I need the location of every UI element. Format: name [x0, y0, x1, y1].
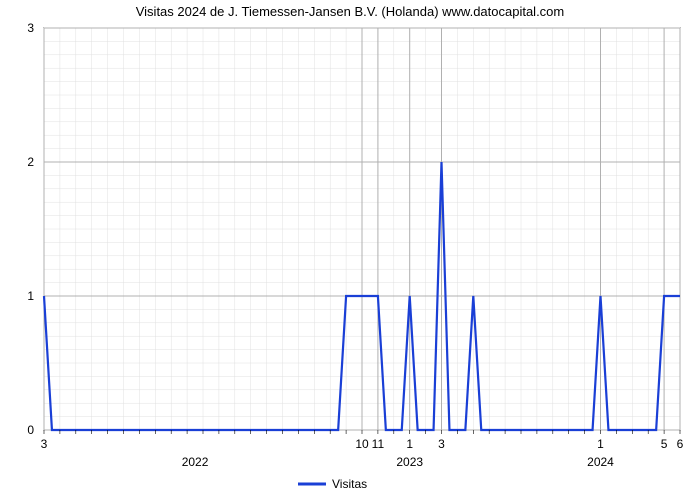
plot-area	[44, 28, 680, 430]
x-year-label: 2023	[396, 455, 423, 469]
chart-container: Visitas 2024 de J. Tiemessen-Jansen B.V.…	[0, 0, 700, 500]
x-month-label: 11	[372, 437, 385, 451]
y-tick-label: 1	[27, 289, 34, 303]
x-month-label: 6	[677, 437, 684, 451]
x-month-label: 3	[438, 437, 445, 451]
y-tick-label: 2	[27, 155, 34, 169]
chart-title: Visitas 2024 de J. Tiemessen-Jansen B.V.…	[136, 4, 565, 19]
legend: Visitas	[298, 477, 367, 491]
x-axis-tick-marks	[44, 430, 680, 434]
x-month-label: 10	[355, 437, 369, 451]
line-chart: Visitas 2024 de J. Tiemessen-Jansen B.V.…	[0, 0, 700, 500]
y-tick-label: 0	[27, 423, 34, 437]
x-month-label: 1	[406, 437, 413, 451]
x-axis-year-labels: 2022 2023 2024	[182, 455, 614, 469]
x-year-label: 2024	[587, 455, 614, 469]
x-month-label: 1	[597, 437, 604, 451]
y-tick-label: 3	[27, 21, 34, 35]
legend-label: Visitas	[332, 477, 367, 491]
y-axis-labels: 0 1 2 3	[27, 21, 34, 437]
x-year-label: 2022	[182, 455, 209, 469]
x-axis-month-labels: 3101113156	[41, 437, 684, 451]
x-month-label: 3	[41, 437, 48, 451]
x-month-label: 5	[661, 437, 668, 451]
